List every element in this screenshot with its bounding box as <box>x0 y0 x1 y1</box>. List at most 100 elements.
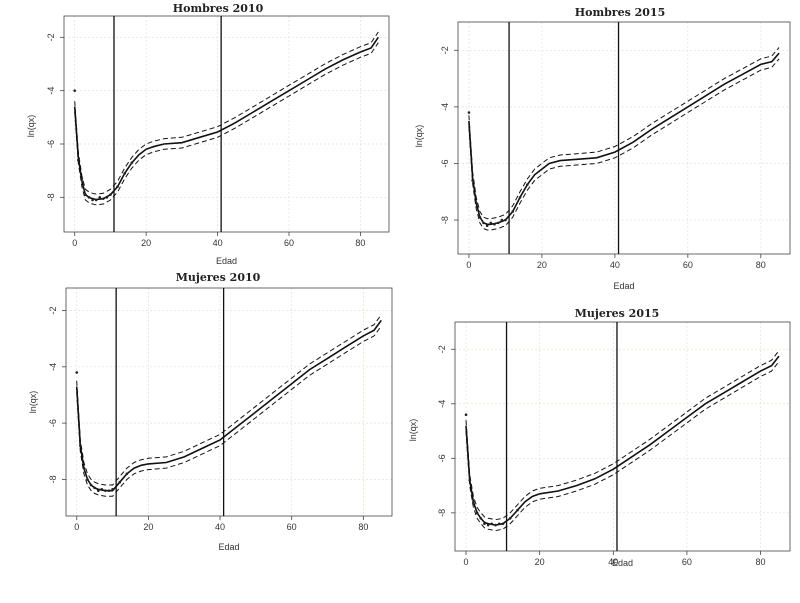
x-axis-label: Edad <box>613 281 634 291</box>
data-point <box>125 472 129 476</box>
data-point <box>96 489 100 492</box>
data-point <box>497 522 501 526</box>
data-point <box>76 158 80 162</box>
fitted-line <box>465 355 780 526</box>
data-point <box>500 218 504 222</box>
data-point <box>107 489 111 492</box>
x-tick-label: 0 <box>464 557 469 567</box>
x-tick-label: 80 <box>756 557 766 567</box>
fitted-line <box>468 52 780 226</box>
data-point <box>79 444 82 447</box>
data-point <box>104 489 107 492</box>
chart-mujeres-2015: 0 20 40 60 80 -8 -6 -4 -2 Mujeres 2015 Edad ln(qx) <box>408 307 791 568</box>
data-point <box>87 196 91 199</box>
data-point <box>474 201 478 205</box>
data-point <box>494 523 497 527</box>
x-tick-label: 40 <box>608 557 618 567</box>
data-point <box>483 522 486 526</box>
data-point <box>105 196 109 199</box>
data-point <box>101 197 105 200</box>
y-tick-label: -8 <box>48 475 58 483</box>
y-tick-label: -8 <box>437 509 447 517</box>
chart-mujeres-2010: 0 20 40 60 80 -8 -6 -4 -2 Mujeres 2010 Edad ln(qx) <box>28 271 393 552</box>
plot-frame <box>63 15 390 233</box>
y-axis-label: ln(qx) <box>26 115 36 138</box>
y-tick-label: -2 <box>48 307 58 315</box>
data-point <box>490 522 494 526</box>
fitted-line <box>73 36 379 201</box>
x-tick-label: 0 <box>72 238 77 248</box>
x-tick-label: 80 <box>756 260 766 270</box>
data-point <box>504 218 507 222</box>
lower-bound-line <box>465 361 780 532</box>
y-tick-label: -8 <box>440 216 450 224</box>
data-point <box>518 196 522 199</box>
x-tick-label: 60 <box>287 522 297 532</box>
plot-frame <box>65 287 393 517</box>
lower-bound-line <box>76 325 382 497</box>
data-point <box>486 523 490 527</box>
data-point <box>471 179 474 182</box>
data-point <box>496 221 500 225</box>
data-point <box>84 193 87 196</box>
data-point <box>478 215 482 219</box>
y-axis-label: ln(qx) <box>414 125 424 148</box>
y-tick-label: -2 <box>440 46 450 54</box>
y-tick-label: -8 <box>46 193 56 201</box>
data-point <box>479 516 483 520</box>
data-point <box>464 413 468 416</box>
data-point <box>472 500 475 504</box>
y-tick-label: -4 <box>48 363 58 371</box>
upper-bound-line <box>76 314 382 486</box>
y-axis-label: ln(qx) <box>408 419 418 442</box>
y-tick-label: -4 <box>46 87 56 95</box>
data-point <box>80 177 84 180</box>
y-tick-label: -4 <box>437 400 447 408</box>
data-point <box>93 486 96 490</box>
chart-title: Mujeres 2015 <box>575 307 660 320</box>
x-tick-label: 40 <box>213 238 223 248</box>
x-tick-label: 80 <box>358 522 368 532</box>
x-tick-label: 60 <box>682 557 692 567</box>
x-tick-label: 60 <box>284 238 294 248</box>
data-point <box>73 89 77 92</box>
chart-hombres-2010: 0 20 40 60 80 -8 -6 -4 -2 Hombres 2010 Edad ln(qx) <box>26 2 390 266</box>
data-point <box>501 522 505 526</box>
x-axis-label: Edad <box>218 542 239 552</box>
upper-bound-line <box>468 47 780 220</box>
y-tick-label: -6 <box>48 419 58 427</box>
x-tick-label: 0 <box>466 260 471 270</box>
data-point <box>511 210 515 213</box>
data-point <box>116 185 119 188</box>
x-tick-label: 40 <box>215 522 225 532</box>
x-tick-label: 20 <box>535 557 545 567</box>
data-point <box>475 511 479 515</box>
chart-hombres-2015: 0 20 40 60 80 -8 -6 -4 -2 Hombres 2015 Edad ln(qx) <box>414 6 791 291</box>
data-point <box>468 478 472 482</box>
upper-bound-line <box>465 350 780 521</box>
data-point <box>130 161 134 164</box>
data-point <box>485 224 489 228</box>
x-tick-label: 80 <box>355 238 365 248</box>
data-point <box>123 172 127 175</box>
data-point <box>482 221 485 225</box>
chart-title: Mujeres 2010 <box>176 271 261 284</box>
data-point <box>91 198 94 202</box>
data-point <box>100 487 104 491</box>
plot-frame <box>454 321 791 552</box>
data-point <box>508 516 512 520</box>
x-tick-label: 40 <box>610 260 620 270</box>
data-point <box>516 508 519 512</box>
y-axis-label: ln(qx) <box>28 391 38 414</box>
x-axis-label: Edad <box>612 558 633 568</box>
fitted-line <box>75 319 382 492</box>
data-point <box>82 466 86 470</box>
y-tick-label: -2 <box>437 345 447 353</box>
x-tick-label: 0 <box>74 522 79 532</box>
data-point <box>75 371 79 374</box>
y-tick-label: -4 <box>440 103 450 111</box>
y-tick-label: -6 <box>440 159 450 167</box>
data-point <box>489 221 493 225</box>
plot-frame <box>457 21 791 255</box>
data-point <box>526 183 529 186</box>
